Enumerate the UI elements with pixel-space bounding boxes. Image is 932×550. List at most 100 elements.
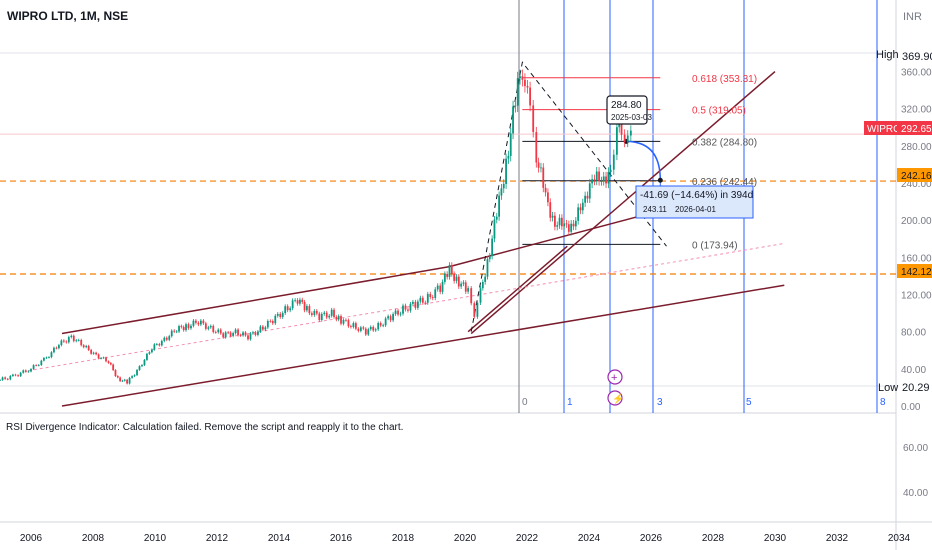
- candle-body: [126, 379, 128, 384]
- candle-body: [123, 379, 126, 381]
- candle-body: [581, 202, 584, 211]
- candle-body: [535, 132, 538, 163]
- candle-body: [95, 352, 97, 355]
- candle-body: [271, 321, 274, 324]
- candle-body: [514, 105, 517, 107]
- candle-body: [384, 318, 387, 326]
- candle-body: [387, 316, 390, 319]
- candle-body: [190, 325, 192, 329]
- candle-body: [529, 87, 531, 106]
- candle-body: [479, 288, 482, 303]
- candle-body: [470, 288, 473, 304]
- price-tick-label: 40.00: [901, 365, 926, 376]
- candle-body: [443, 273, 446, 282]
- candle-body: [87, 345, 90, 350]
- candle-body: [404, 305, 407, 310]
- candle-body: [315, 310, 318, 314]
- zigzag-dashed-line: [470, 61, 667, 332]
- indicator-error-text: RSI Divergence Indicator: Calculation fa…: [6, 422, 403, 433]
- time-tick-label: 2006: [20, 533, 43, 544]
- candle-body: [374, 329, 377, 331]
- candle-body: [195, 320, 197, 323]
- candle-body: [279, 313, 282, 318]
- candle-body: [495, 216, 498, 220]
- candle-body: [498, 195, 500, 217]
- candle-body: [65, 341, 68, 343]
- candle-body: [264, 327, 267, 330]
- candle-body: [364, 328, 367, 335]
- candle-body: [37, 365, 40, 366]
- candle-body: [306, 306, 308, 311]
- candle-body: [40, 360, 43, 366]
- price-callout[interactable]: 284.80 2025-03-03: [606, 95, 652, 125]
- candle-body: [294, 300, 297, 301]
- lightning-icon[interactable]: ⚡: [607, 390, 624, 406]
- callout-value: 284.80: [611, 100, 642, 111]
- time-tick-label: 2030: [764, 533, 787, 544]
- candle-body: [266, 320, 269, 328]
- candle-body: [431, 297, 434, 298]
- candle-body: [35, 365, 38, 366]
- indicator-tick-40: 40.00: [903, 488, 928, 499]
- fib-level-label: 0 (173.94): [692, 240, 738, 251]
- cycle-number: 5: [746, 397, 752, 408]
- candle-body: [397, 310, 399, 315]
- cycle-numbers-layer: 0 1 3 5 8: [522, 397, 886, 408]
- projection-box[interactable]: -41.69 (−14.64%) in 394d 243.11 2026-04-…: [635, 185, 754, 219]
- candle-body: [516, 78, 519, 106]
- candle-body: [55, 347, 58, 349]
- candle-body: [591, 179, 593, 184]
- candle-body: [629, 130, 632, 136]
- callout-box: [606, 95, 648, 125]
- level-badge-1: [897, 168, 932, 182]
- candle-body: [455, 276, 458, 281]
- candle-body: [605, 176, 607, 184]
- candle-body: [153, 344, 156, 350]
- candle-body: [148, 352, 151, 354]
- candle-body: [155, 344, 158, 345]
- price-tick-label: 360.00: [901, 68, 932, 79]
- candle-body: [505, 158, 507, 184]
- candle-body: [570, 223, 573, 232]
- candle-body: [402, 305, 404, 314]
- candle-body: [612, 154, 615, 170]
- candle-body: [595, 171, 598, 181]
- candle-body: [9, 375, 12, 380]
- candle-body: [308, 306, 311, 314]
- candle-body: [554, 215, 556, 227]
- candle-body: [261, 326, 264, 330]
- time-tick-label: 2022: [516, 533, 539, 544]
- candle-body: [394, 310, 397, 315]
- candle-body: [464, 282, 467, 292]
- candle-body: [257, 331, 259, 335]
- currency-label[interactable]: INR: [903, 11, 922, 23]
- price-tick-label: 320.00: [901, 105, 932, 116]
- candle-body: [579, 207, 582, 211]
- candle-body: [588, 183, 591, 199]
- cycle-number: 3: [657, 397, 663, 408]
- add-cycle-icon[interactable]: +: [607, 369, 623, 385]
- candle-body: [453, 274, 456, 281]
- candle-body: [335, 316, 338, 320]
- candle-body: [379, 323, 382, 326]
- candle-body: [416, 301, 419, 308]
- candle-body: [249, 333, 252, 340]
- candle-body: [389, 316, 392, 321]
- candle-body: [563, 223, 566, 227]
- candle-body: [434, 289, 437, 298]
- last-symbol-badge: [864, 121, 897, 135]
- candle-body: [565, 223, 568, 225]
- callout-date: 2025-03-03: [611, 113, 652, 122]
- candle-body: [252, 332, 254, 334]
- svg-text:⚡: ⚡: [612, 392, 624, 405]
- candle-body: [114, 370, 117, 377]
- symbol-title[interactable]: WIPRO LTD, 1M, NSE: [7, 9, 128, 23]
- projection-date: 2026-04-01: [675, 205, 716, 214]
- cycle-number: 0: [522, 397, 528, 408]
- fib-level-label: 0.236 (242.44): [692, 177, 757, 188]
- candles-layer: [0, 69, 632, 385]
- candle-body: [100, 357, 102, 359]
- candle-body: [105, 357, 107, 362]
- candle-body: [357, 328, 360, 331]
